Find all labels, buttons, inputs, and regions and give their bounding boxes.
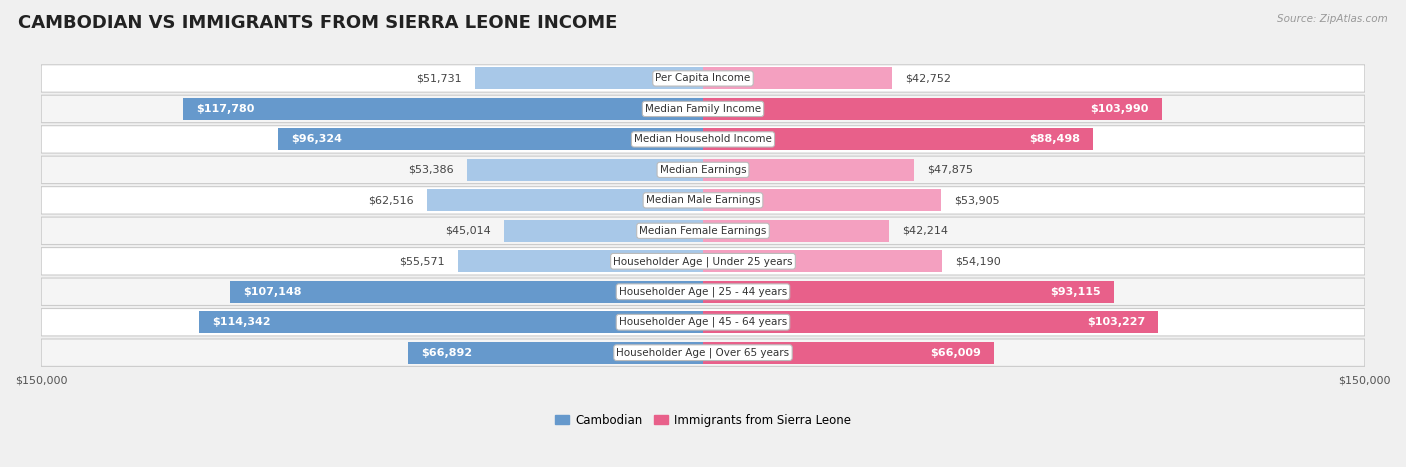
Text: $53,905: $53,905 (955, 195, 1000, 205)
Text: Source: ZipAtlas.com: Source: ZipAtlas.com (1277, 14, 1388, 24)
Bar (198, 311, 703, 333)
Bar (703, 342, 994, 364)
Text: $51,731: $51,731 (416, 73, 461, 84)
Text: $107,148: $107,148 (243, 287, 302, 297)
Bar (703, 159, 914, 181)
FancyBboxPatch shape (41, 339, 1365, 367)
Text: $55,571: $55,571 (399, 256, 444, 266)
FancyBboxPatch shape (41, 187, 1365, 214)
Bar (703, 281, 1114, 303)
Bar (703, 220, 889, 242)
Text: $88,498: $88,498 (1029, 134, 1080, 144)
Text: Median Female Earnings: Median Female Earnings (640, 226, 766, 236)
Bar (427, 190, 703, 211)
Bar (458, 250, 703, 272)
Bar (475, 68, 703, 89)
Text: $42,214: $42,214 (903, 226, 949, 236)
Text: $114,342: $114,342 (212, 317, 270, 327)
Text: Median Earnings: Median Earnings (659, 165, 747, 175)
Bar (505, 220, 703, 242)
FancyBboxPatch shape (41, 95, 1365, 123)
Text: Householder Age | Under 25 years: Householder Age | Under 25 years (613, 256, 793, 267)
FancyBboxPatch shape (41, 217, 1365, 245)
Bar (703, 190, 941, 211)
Bar (183, 98, 703, 120)
Legend: Cambodian, Immigrants from Sierra Leone: Cambodian, Immigrants from Sierra Leone (550, 409, 856, 431)
Text: Median Male Earnings: Median Male Earnings (645, 195, 761, 205)
Bar (408, 342, 703, 364)
Text: Median Household Income: Median Household Income (634, 134, 772, 144)
Text: $62,516: $62,516 (368, 195, 413, 205)
Text: $45,014: $45,014 (446, 226, 491, 236)
Text: Per Capita Income: Per Capita Income (655, 73, 751, 84)
Text: $96,324: $96,324 (291, 134, 342, 144)
Text: $42,752: $42,752 (905, 73, 950, 84)
Bar (703, 250, 942, 272)
Text: $103,990: $103,990 (1090, 104, 1149, 114)
Bar (703, 311, 1159, 333)
FancyBboxPatch shape (41, 65, 1365, 92)
FancyBboxPatch shape (41, 126, 1365, 153)
Text: $66,009: $66,009 (931, 348, 981, 358)
Bar (703, 98, 1161, 120)
Text: Householder Age | Over 65 years: Householder Age | Over 65 years (616, 347, 790, 358)
Text: Householder Age | 45 - 64 years: Householder Age | 45 - 64 years (619, 317, 787, 327)
Text: Median Family Income: Median Family Income (645, 104, 761, 114)
FancyBboxPatch shape (41, 309, 1365, 336)
FancyBboxPatch shape (41, 248, 1365, 275)
Text: $66,892: $66,892 (422, 348, 472, 358)
Bar (467, 159, 703, 181)
Bar (703, 128, 1094, 150)
Bar (703, 68, 891, 89)
Text: $117,780: $117,780 (197, 104, 254, 114)
Bar (231, 281, 703, 303)
Text: $47,875: $47,875 (928, 165, 973, 175)
Text: $93,115: $93,115 (1050, 287, 1101, 297)
Text: $54,190: $54,190 (955, 256, 1001, 266)
Bar (278, 128, 703, 150)
FancyBboxPatch shape (41, 278, 1365, 305)
Text: CAMBODIAN VS IMMIGRANTS FROM SIERRA LEONE INCOME: CAMBODIAN VS IMMIGRANTS FROM SIERRA LEON… (18, 14, 617, 32)
FancyBboxPatch shape (41, 156, 1365, 184)
Text: $103,227: $103,227 (1087, 317, 1144, 327)
Text: $53,386: $53,386 (409, 165, 454, 175)
Text: Householder Age | 25 - 44 years: Householder Age | 25 - 44 years (619, 286, 787, 297)
